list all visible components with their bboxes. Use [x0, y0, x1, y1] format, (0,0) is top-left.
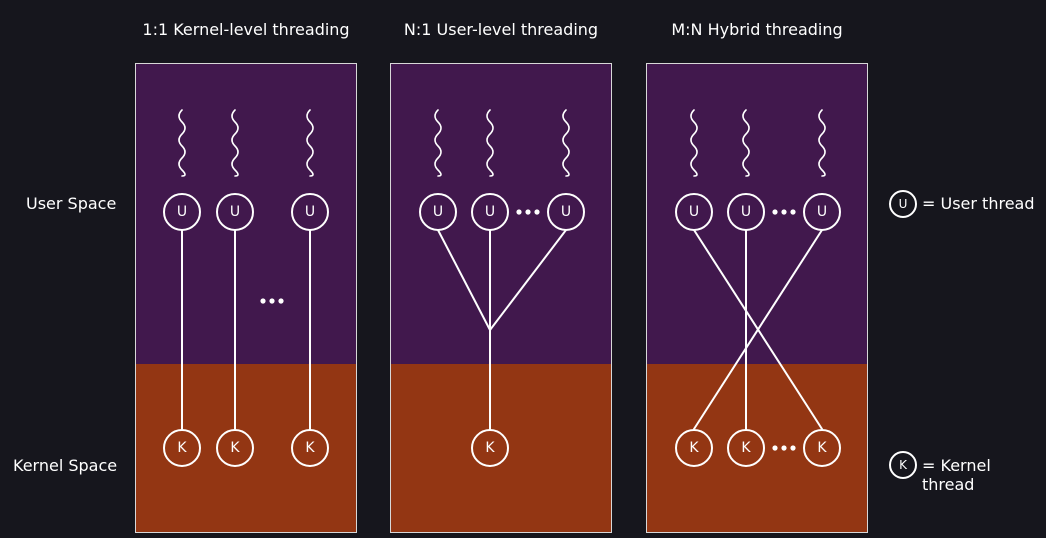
svg-text:U: U	[561, 204, 571, 220]
squiggle-icon	[231, 109, 239, 177]
user-thread-node	[291, 193, 329, 231]
svg-text:U: U	[689, 204, 699, 220]
ellipsis-icon	[772, 445, 796, 451]
svg-text:U: U	[177, 204, 187, 220]
ellipsis-icon	[772, 209, 796, 215]
svg-text:U: U	[741, 204, 751, 220]
ellipsis-icon	[260, 298, 284, 304]
kernel-thread-node	[291, 429, 329, 467]
user-thread-node	[163, 193, 201, 231]
ellipsis-icon	[516, 209, 540, 215]
user-thread-node	[803, 193, 841, 231]
svg-text:K: K	[485, 440, 495, 456]
legend-kernel-thread: = Kernel thread	[922, 456, 991, 494]
svg-text:K: K	[899, 458, 908, 472]
squiggle-group	[178, 109, 826, 177]
node-labels: U U U K K K U U U K U U U K K K U K	[177, 197, 908, 472]
kernel-thread-node	[675, 429, 713, 467]
title-n-to-one: N:1 User-level threading	[403, 20, 599, 39]
user-space-label: User Space	[26, 194, 117, 213]
title-one-to-one: 1:1 Kernel-level threading	[142, 20, 350, 39]
one-to-one-connections	[181, 229, 311, 430]
squiggle-icon	[178, 109, 186, 177]
kernel-thread-node	[163, 429, 201, 467]
kernel-thread-node	[727, 429, 765, 467]
squiggle-icon	[434, 109, 442, 177]
title-m-to-n: M:N Hybrid threading	[671, 20, 843, 39]
squiggle-icon	[742, 109, 750, 177]
svg-text:K: K	[230, 440, 240, 456]
svg-text:K: K	[305, 440, 315, 456]
legend-user-thread: = User thread	[922, 194, 1035, 213]
squiggle-icon	[818, 109, 826, 177]
kernel-thread-node	[216, 429, 254, 467]
ellipsis-dots	[260, 209, 796, 451]
svg-text:U: U	[899, 197, 908, 211]
squiggle-icon	[306, 109, 314, 177]
user-thread-node	[471, 193, 509, 231]
user-thread-node	[547, 193, 585, 231]
svg-text:U: U	[305, 204, 315, 220]
squiggle-icon	[562, 109, 570, 177]
svg-text:K: K	[689, 440, 699, 456]
user-thread-node	[216, 193, 254, 231]
svg-text:U: U	[817, 204, 827, 220]
svg-text:U: U	[485, 204, 495, 220]
svg-text:K: K	[741, 440, 751, 456]
squiggle-icon	[690, 109, 698, 177]
user-thread-node	[727, 193, 765, 231]
kernel-thread-node	[471, 429, 509, 467]
svg-text:U: U	[230, 204, 240, 220]
legend-user-node	[889, 190, 917, 218]
user-thread-node	[675, 193, 713, 231]
n-to-one-connections	[437, 229, 567, 430]
squiggle-icon	[486, 109, 494, 177]
m-to-n-connections	[693, 229, 823, 430]
user-thread-node	[419, 193, 457, 231]
kernel-thread-node	[803, 429, 841, 467]
svg-text:U: U	[433, 204, 443, 220]
svg-text:K: K	[817, 440, 827, 456]
kernel-space-label: Kernel Space	[13, 456, 118, 475]
svg-text:K: K	[177, 440, 187, 456]
legend-kernel-node	[889, 451, 917, 479]
